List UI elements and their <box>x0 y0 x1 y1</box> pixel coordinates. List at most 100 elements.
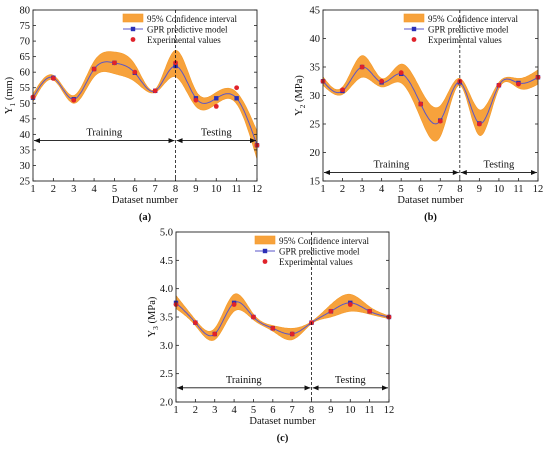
y-tick-label: 55 <box>20 83 31 94</box>
legend-confidence-label: 95% Confidence interval <box>428 14 518 24</box>
legend-gpr-label: GPR predictive model <box>279 247 360 257</box>
legend-experimental-label: Experimental values <box>147 35 221 45</box>
experimental-point-2 <box>340 87 345 93</box>
y-tick-label: 15 <box>310 177 321 188</box>
confidence-band <box>176 293 389 341</box>
testing-arrow-head-left <box>460 169 467 175</box>
legend-gpr-label: GPR predictive model <box>428 25 509 35</box>
y-tick-label: 30 <box>20 161 31 172</box>
panel-label: (b) <box>424 212 437 223</box>
testing-arrow-head-right <box>531 169 537 175</box>
legend-confidence-label: 95% Confidence interval <box>279 236 369 246</box>
legend-dot-swatch <box>262 259 268 264</box>
x-tick-label: 6 <box>270 405 275 416</box>
experimental-point-10 <box>347 302 353 307</box>
y-axis-label-main: Y <box>294 108 305 116</box>
gpr-prediction-line <box>176 301 389 337</box>
training-label: Training <box>86 128 123 139</box>
x-tick-label: 8 <box>173 184 178 195</box>
x-tick-label: 11 <box>232 184 242 195</box>
legend-experimental-label: Experimental values <box>428 35 502 45</box>
x-tick-label: 3 <box>359 184 364 195</box>
experimental-point-4 <box>231 302 237 307</box>
experimental-point-10 <box>213 103 219 109</box>
x-tick-label: 1 <box>30 184 35 195</box>
x-tick-label: 6 <box>418 184 423 195</box>
gpr-prediction-line <box>33 61 257 146</box>
plot-frame <box>32 9 258 182</box>
x-tick-label: 7 <box>290 405 295 416</box>
x-tick-label: 10 <box>345 405 356 416</box>
x-tick-label: 8 <box>457 184 462 195</box>
y-tick-label: 45 <box>310 6 321 17</box>
experimental-point-9 <box>328 308 334 314</box>
testing-arrow-head-left <box>312 385 319 391</box>
y-tick-label: 20 <box>310 148 321 159</box>
x-tick-label: 11 <box>513 184 523 195</box>
legend-square-swatch <box>262 248 268 254</box>
chart-panel-3: 2.02.53.03.54.04.55.01 2 3 4 5 6 7 8 9 10 11 12Data… <box>147 228 394 445</box>
experimental-point-4 <box>379 78 385 84</box>
y-tick-label: 75 <box>20 21 31 32</box>
x-tick-label: 5 <box>399 184 404 195</box>
x-tick-label: 1 <box>173 405 178 416</box>
y-axis-label-subscript: 2 <box>298 104 307 108</box>
testing-label: Testing <box>335 375 367 386</box>
y-tick-label: 25 <box>20 177 31 188</box>
y-tick-label: 2.0 <box>160 398 173 409</box>
y-axis-label-main: Y <box>4 106 15 114</box>
legend-band-swatch <box>254 235 276 245</box>
y-axis-label: Y3 (MPa) <box>147 296 160 337</box>
y-axis-label-subscript: 1 <box>8 103 17 107</box>
x-tick-label: 2 <box>340 184 345 195</box>
legend-dot-swatch <box>130 37 136 42</box>
x-tick-label: 7 <box>153 184 158 195</box>
training-arrow-head-left <box>324 169 330 175</box>
testing-label: Testing <box>201 128 233 139</box>
y-tick-label: 3.5 <box>160 313 173 324</box>
gpr-prediction-line <box>323 66 538 125</box>
y-tick-label: 65 <box>20 52 31 63</box>
experimental-point-6 <box>418 101 424 107</box>
y-tick-label: 50 <box>20 99 31 110</box>
confidence-band <box>323 55 538 142</box>
y-tick-label: 80 <box>20 6 31 17</box>
panel-label: (a) <box>139 212 152 223</box>
legend-experimental-label: Experimental values <box>279 257 353 267</box>
gpr-point-10 <box>214 96 219 101</box>
x-tick-label: 12 <box>384 405 395 416</box>
training-label: Training <box>374 159 411 170</box>
experimental-point-5 <box>251 314 256 320</box>
y-tick-label: 4.0 <box>160 284 173 295</box>
legend-square-swatch <box>411 26 417 32</box>
experimental-point-3 <box>359 64 365 70</box>
gpr-point-11 <box>234 96 239 101</box>
x-tick-label: 9 <box>193 184 198 195</box>
y-axis-label-main: Y <box>147 329 158 337</box>
x-tick-label: 12 <box>252 184 263 195</box>
training-arrow-head-left <box>177 385 183 391</box>
y-tick-label: 60 <box>20 68 31 79</box>
experimental-point-2 <box>192 320 198 326</box>
x-tick-label: 4 <box>91 184 97 195</box>
experimental-point-3 <box>71 97 77 103</box>
y-tick-label: 35 <box>310 63 321 74</box>
x-axis-label: Dataset number <box>112 195 179 206</box>
legend-dot-swatch <box>411 37 417 42</box>
testing-label: Testing <box>484 159 516 170</box>
y-tick-label: 30 <box>310 91 321 102</box>
y-tick-label: 2.5 <box>160 369 173 380</box>
x-tick-label: 12 <box>533 184 544 195</box>
x-axis-label: Dataset number <box>249 416 316 427</box>
experimental-point-7 <box>152 88 158 94</box>
x-tick-label: 6 <box>132 184 137 195</box>
y-axis-label-unit: (MPa) <box>294 75 305 105</box>
training-arrow-head-right <box>452 169 459 175</box>
training-arrow-head-left <box>34 138 40 144</box>
training-arrow-head-right <box>168 138 175 144</box>
experimental-point-3 <box>212 331 218 337</box>
x-tick-label: 3 <box>71 184 76 195</box>
x-tick-label: 5 <box>251 405 256 416</box>
